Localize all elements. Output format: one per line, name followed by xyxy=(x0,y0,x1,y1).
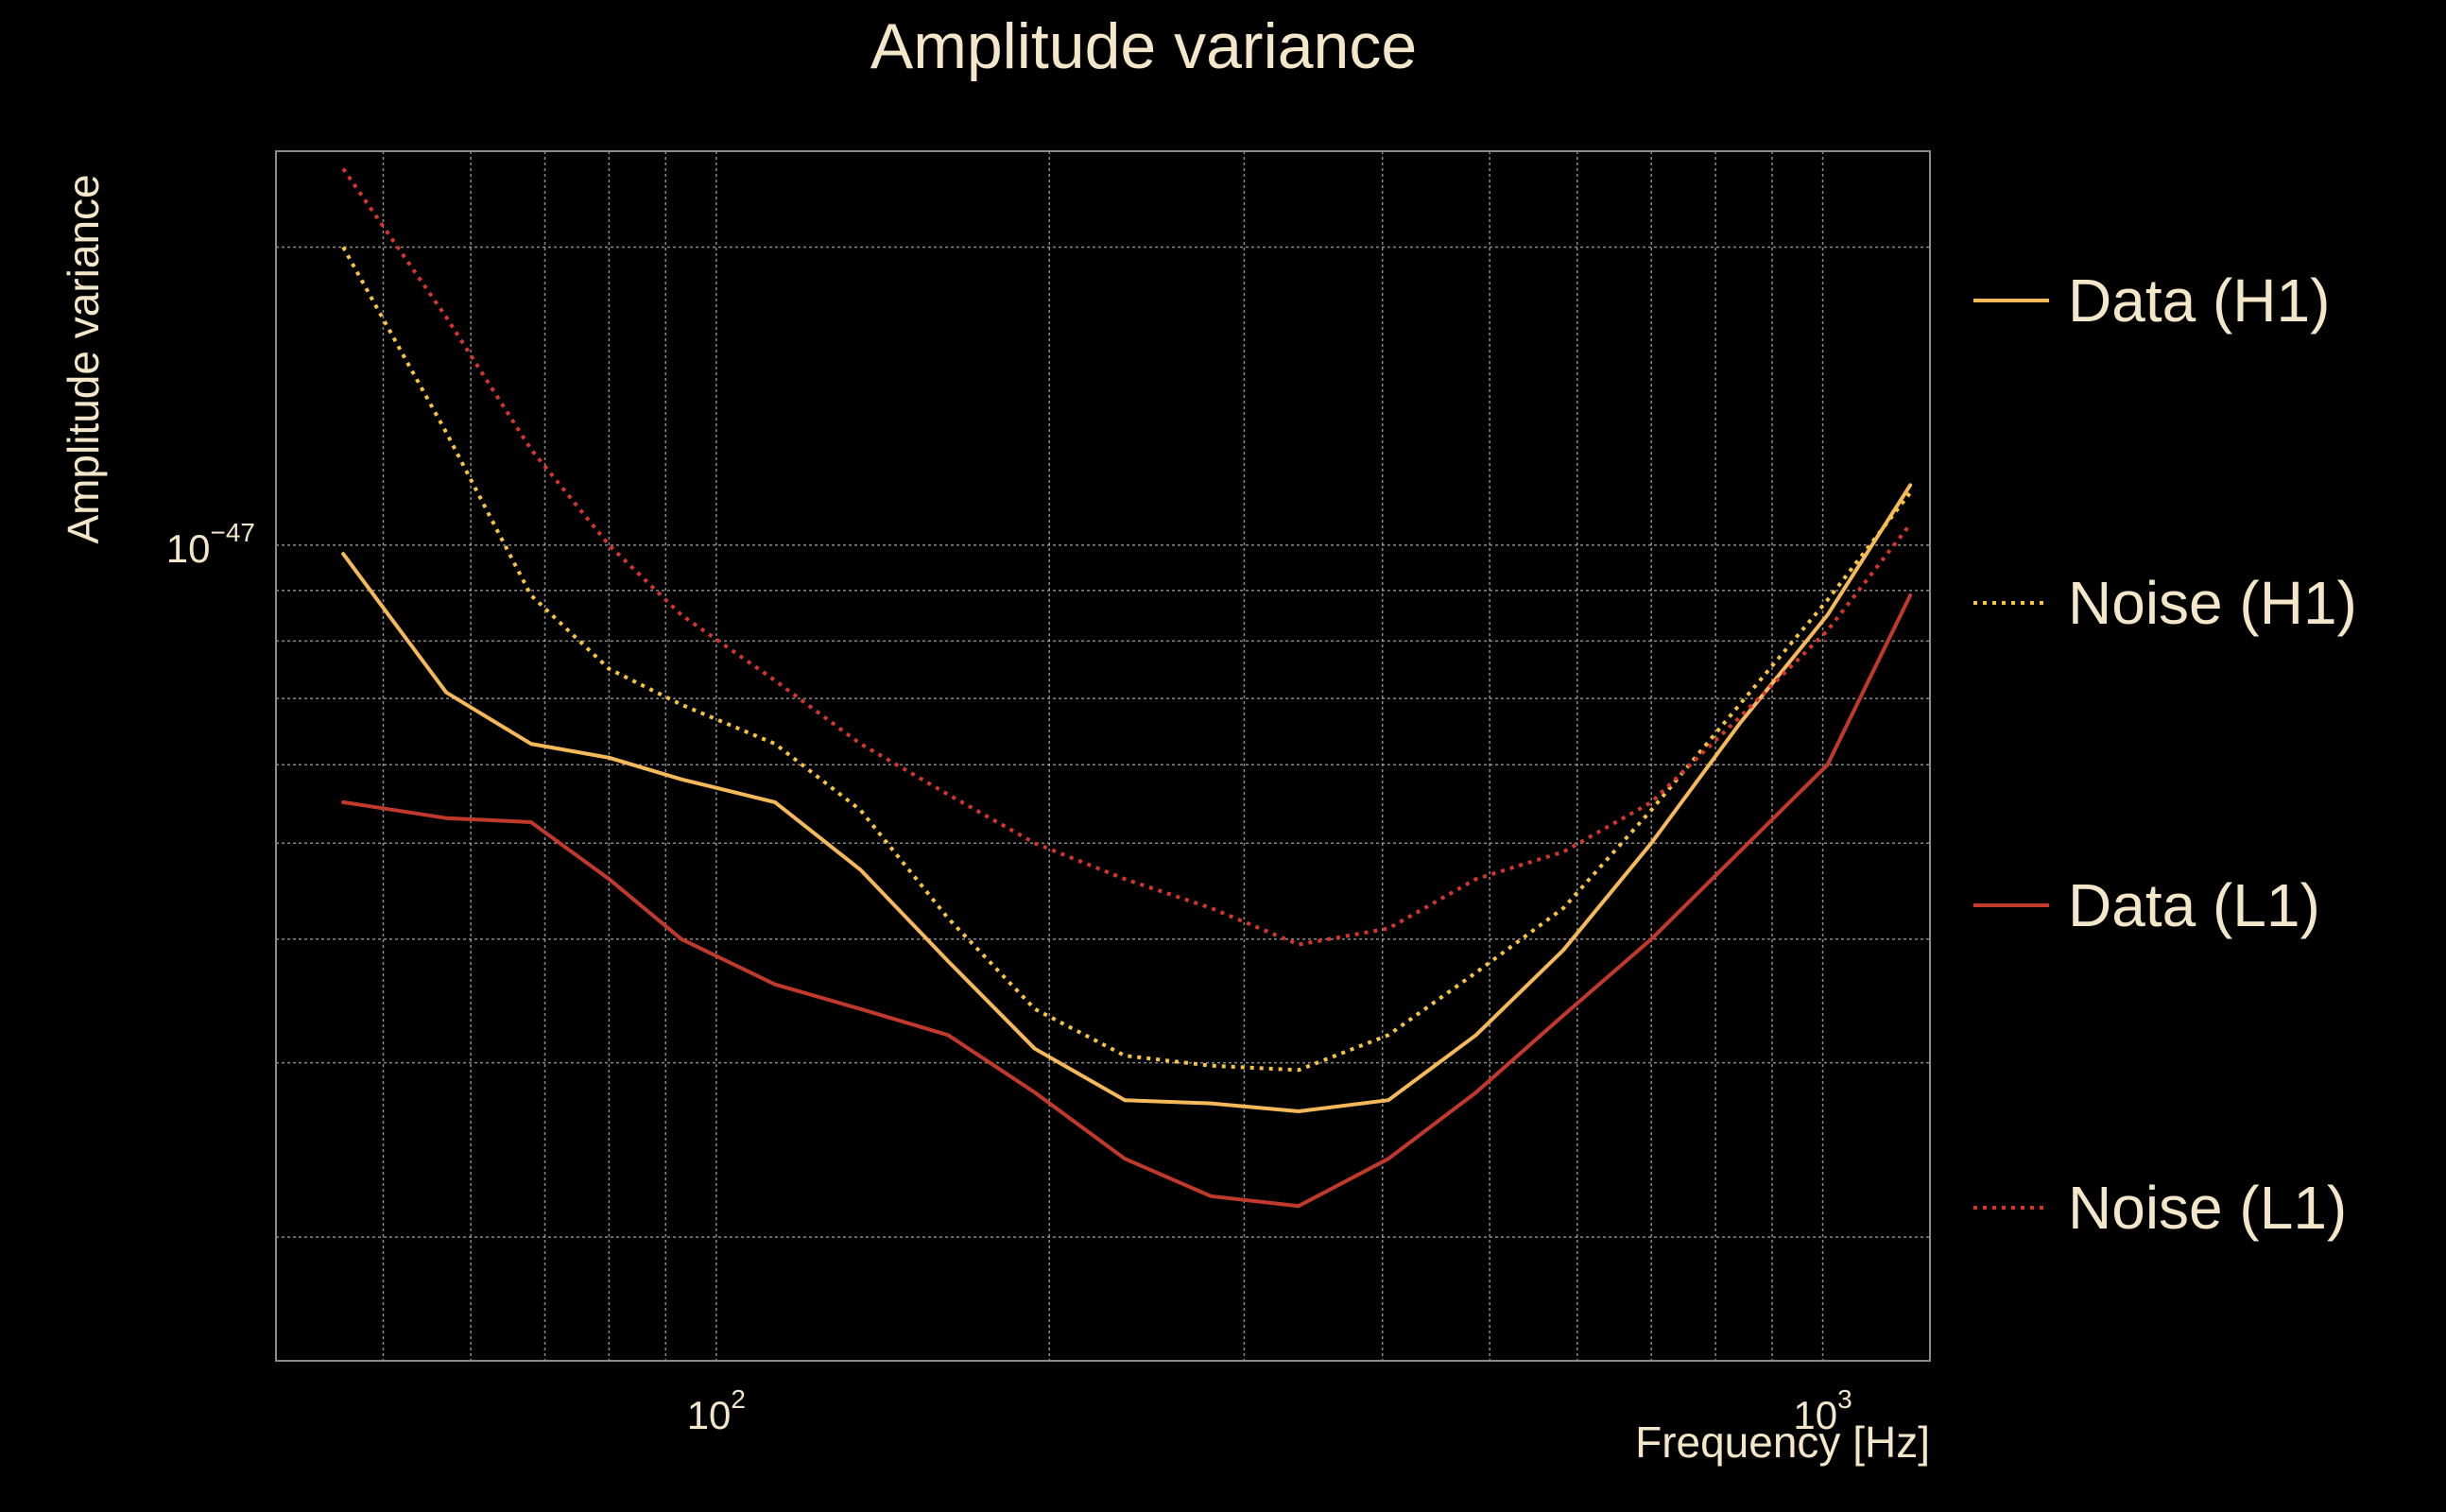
series-line-noise-l1 xyxy=(341,167,1912,947)
legend-label-noise-h1: Noise (H1) xyxy=(2068,569,2357,637)
series-line-data-l1 xyxy=(341,593,1913,1209)
legend-label-noise-l1: Noise (L1) xyxy=(2068,1174,2347,1242)
y-axis-label: Amplitude variance xyxy=(59,174,108,543)
series-line-noise-h1 xyxy=(341,246,1912,1073)
chart-title: Amplitude variance xyxy=(870,10,1417,82)
series-layer xyxy=(341,167,1913,1209)
legend: Data (H1) Noise (H1) Data (L1) Noise (L1) xyxy=(1973,266,2357,1242)
legend-label-data-h1: Data (H1) xyxy=(2068,266,2330,335)
x-axis-label: Frequency [Hz] xyxy=(1635,1418,1930,1467)
tick-labels: 102 103 10−47 xyxy=(166,518,1852,1437)
plot-frame xyxy=(275,150,1931,1362)
grid-lines xyxy=(275,151,1930,1361)
x-tick-label: 103 xyxy=(1793,1384,1852,1437)
legend-label-data-l1: Data (L1) xyxy=(2068,871,2320,939)
series-line-data-h1 xyxy=(341,483,1913,1113)
y-tick-label: 10−47 xyxy=(166,518,255,571)
x-tick-label: 102 xyxy=(687,1384,746,1437)
